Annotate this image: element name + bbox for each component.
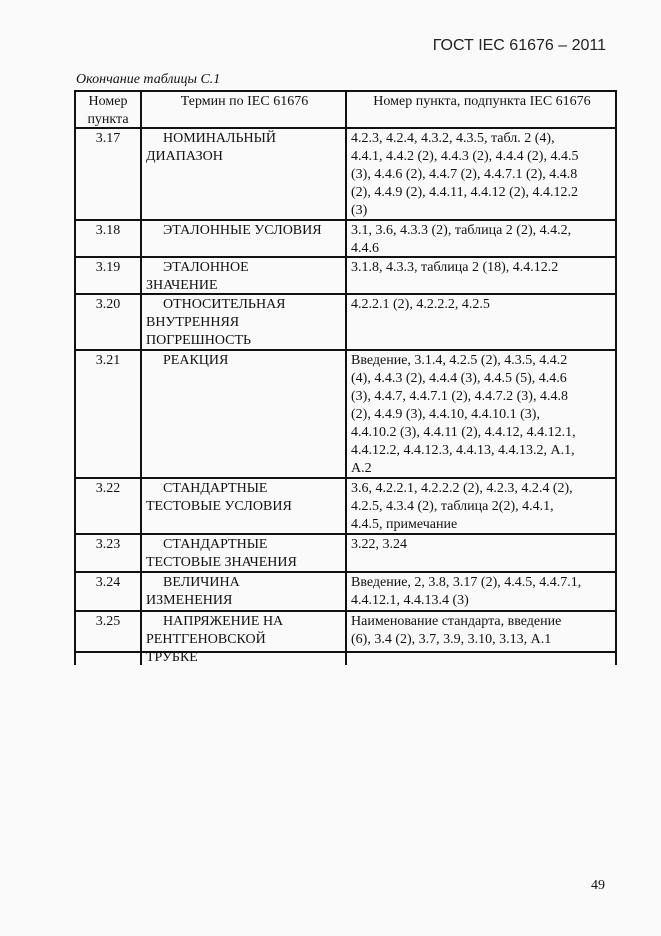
table-row: 3.23 СТАНДАРТНЫЕ ТЕСТОВЫЕ ЗНАЧЕНИЯ 3.22, 3…: [76, 535, 615, 573]
table-row: 3.18 ЭТАЛОННЫЕ УСЛОВИЯ 3.1, 3.6, 4.3.3 (2)…: [76, 221, 615, 258]
row-references: 4.2.3, 4.2.4, 4.3.2, 4.3.5, табл. 2 (4),…: [345, 129, 615, 219]
row-term: ОТНОСИТЕЛЬНАЯ ВНУТРЕННЯЯ ПОГРЕШНОСТЬ: [140, 295, 345, 349]
column-header-refs: Номер пункта, подпункта IEC 61676: [345, 92, 615, 127]
row-term: НОМИНАЛЬНЫЙ ДИАПАЗОН: [140, 129, 345, 219]
table-row: 3.20 ОТНОСИТЕЛЬНАЯ ВНУТРЕННЯЯ ПОГРЕШНОСТЬ…: [76, 295, 615, 351]
row-number: 3.18: [95, 223, 121, 238]
table-caption: Окончание таблицы С.1: [76, 72, 221, 87]
row-number: 3.22: [95, 481, 121, 496]
terms-table: Номер пункта Термин по IEC 61676 Номер п…: [74, 90, 617, 665]
row-number: 3.25: [95, 614, 121, 629]
page-number: 49: [591, 878, 605, 893]
table-row: 3.17 НОМИНАЛЬНЫЙ ДИАПАЗОН 4.2.3, 4.2.4, 4.…: [76, 129, 615, 221]
table-row: 3.21 РЕАКЦИЯ Введение, 3.1.4, 4.2.5 (2), 4…: [76, 351, 615, 479]
row-references: 3.1.8, 4.3.3, таблица 2 (18), 4.4.12.2: [345, 258, 615, 293]
row-term: НАПРЯЖЕНИЕ НА РЕНТГЕНОВСКОЙ ТРУБКЕ: [140, 612, 345, 665]
table-bottom-border: [74, 651, 615, 653]
row-number: 3.24: [95, 575, 121, 590]
row-references: Наименование стандарта, введение (6), 3.…: [345, 612, 615, 665]
row-references: 3.1, 3.6, 4.3.3 (2), таблица 2 (2), 4.4.…: [345, 221, 615, 256]
row-term: РЕАКЦИЯ: [140, 351, 345, 477]
table-header-row: Номер пункта Термин по IEC 61676 Номер п…: [76, 92, 615, 129]
row-term: СТАНДАРТНЫЕ ТЕСТОВЫЕ ЗНАЧЕНИЯ: [140, 535, 345, 571]
row-references: 3.22, 3.24: [345, 535, 615, 571]
document-header: ГОСТ IEC 61676 – 2011: [432, 37, 606, 54]
row-number: 3.23: [95, 537, 121, 552]
table-row: 3.22 СТАНДАРТНЫЕ ТЕСТОВЫЕ УСЛОВИЯ 3.6, 4.2…: [76, 479, 615, 535]
row-term: ЭТАЛОННЫЕ УСЛОВИЯ: [140, 221, 345, 256]
column-header-number: Номер пункта: [87, 94, 129, 127]
column-header-term: Термин по IEC 61676: [140, 92, 345, 127]
row-number: 3.21: [95, 353, 121, 368]
table-row: 3.19 ЭТАЛОННОЕ ЗНАЧЕНИЕ 3.1.8, 4.3.3, табл…: [76, 258, 615, 295]
row-number: 3.19: [95, 260, 121, 275]
row-term: СТАНДАРТНЫЕ ТЕСТОВЫЕ УСЛОВИЯ: [140, 479, 345, 533]
row-term: ЭТАЛОННОЕ ЗНАЧЕНИЕ: [140, 258, 345, 293]
row-term: ВЕЛИЧИНА ИЗМЕНЕНИЯ: [140, 573, 345, 610]
row-references: 3.6, 4.2.2.1, 4.2.2.2 (2), 4.2.3, 4.2.4 …: [345, 479, 615, 533]
row-references: 4.2.2.1 (2), 4.2.2.2, 4.2.5: [345, 295, 615, 349]
row-references: Введение, 2, 3.8, 3.17 (2), 4.4.5, 4.4.7…: [345, 573, 615, 610]
row-number: 3.20: [95, 297, 121, 312]
row-references: Введение, 3.1.4, 4.2.5 (2), 4.3.5, 4.4.2…: [345, 351, 615, 477]
table-row: 3.25 НАПРЯЖЕНИЕ НА РЕНТГЕНОВСКОЙ ТРУБКЕ На…: [76, 612, 615, 665]
table-row: 3.24 ВЕЛИЧИНА ИЗМЕНЕНИЯ Введение, 2, 3.8, …: [76, 573, 615, 612]
row-number: 3.17: [95, 131, 121, 146]
